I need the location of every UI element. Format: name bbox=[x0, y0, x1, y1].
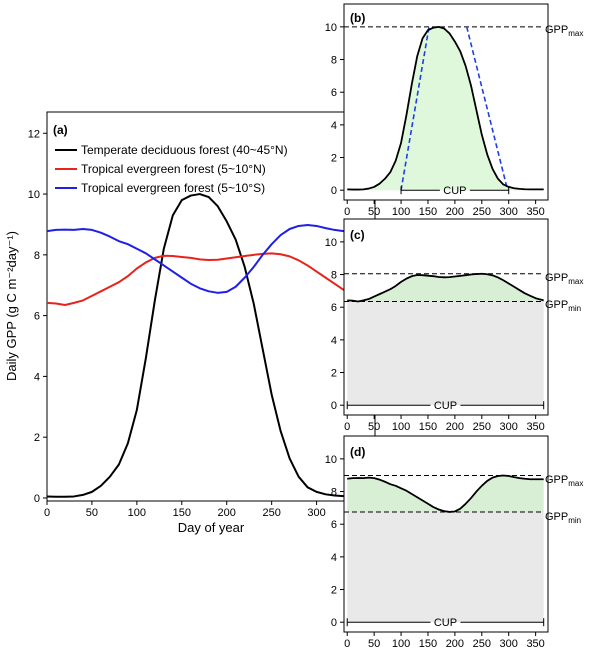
panel-d-green-area bbox=[347, 475, 544, 512]
panel-d-ytick-label: 0 bbox=[331, 617, 337, 629]
panel-a-xtick-label: 0 bbox=[44, 507, 50, 519]
panel-a-xtick-label: 150 bbox=[173, 507, 191, 519]
panel-b-ytick-label: 0 bbox=[331, 185, 337, 197]
panel-d-base-area bbox=[347, 511, 544, 623]
panel-a-ytick-label: 10 bbox=[28, 189, 40, 201]
panel-b-ytick-label: 6 bbox=[331, 87, 337, 99]
panel-c-base-area bbox=[347, 301, 544, 406]
panel-b-ytick-label: 2 bbox=[331, 153, 337, 165]
panel-a-xtick-label: 300 bbox=[307, 507, 325, 519]
panel-a-xtick-label: 200 bbox=[218, 507, 236, 519]
panel-d-ytick-label: 4 bbox=[331, 552, 337, 564]
legend-label-2: Tropical evergreen forest (5~10°S) bbox=[81, 181, 265, 195]
panel-a-xlabel: Day of year bbox=[178, 520, 245, 535]
panel-c-cup-label: CUP bbox=[434, 400, 457, 412]
panel-a-ylabel: Daily GPP (g C m⁻²day⁻¹) bbox=[4, 231, 19, 381]
panel-c-green-area bbox=[347, 273, 544, 302]
panel-b-tangent-line-0 bbox=[400, 26, 430, 191]
panel-b-cup-label: CUP bbox=[443, 185, 466, 197]
panel-b-tangent-line-1 bbox=[465, 26, 509, 191]
panel-b-green-area bbox=[347, 26, 544, 191]
panel-c-xtick-label: 0 bbox=[344, 421, 350, 433]
panel-c-xtick-label: 50 bbox=[368, 421, 380, 433]
panel-b-gppmax-label: GPPmax bbox=[545, 24, 583, 38]
panel-a-ytick-label: 8 bbox=[34, 250, 40, 262]
panel-d-label: (d) bbox=[350, 445, 365, 459]
panel-c-ytick-label: 2 bbox=[331, 368, 337, 380]
panel-d: CUP (d) 0 50 100 150 200 250 300 350 0 2 4 6 8 10 GP… bbox=[325, 435, 583, 650]
panel-c-label: (c) bbox=[350, 228, 365, 242]
panel-b-xtick-label: 350 bbox=[526, 206, 544, 218]
panel-a-ytick-label: 6 bbox=[34, 311, 40, 323]
panel-b-xtick-label: 250 bbox=[473, 206, 491, 218]
panel-a-xtick-label: 100 bbox=[128, 507, 146, 519]
panel-a-series-line-1 bbox=[46, 252, 376, 306]
panel-b-ytick-label: 8 bbox=[331, 55, 337, 67]
panel-d-xtick-label: 300 bbox=[500, 638, 518, 650]
panel-d-xtick-label: 50 bbox=[368, 638, 380, 650]
panel-d-gppmax-label: GPPmax bbox=[545, 474, 583, 488]
panel-b-xtick-label: 300 bbox=[500, 206, 518, 218]
panel-a-frame bbox=[46, 111, 376, 502]
panel-c-xtick-label: 300 bbox=[500, 421, 518, 433]
legend-label-1: Tropical evergreen forest (5~10°N) bbox=[81, 162, 266, 176]
panel-c-xtick-label: 250 bbox=[473, 421, 491, 433]
panel-c-xtick-label: 350 bbox=[526, 421, 544, 433]
panel-c-xtick-label: 200 bbox=[446, 421, 464, 433]
panel-a-xtick-label: 250 bbox=[262, 507, 280, 519]
panel-d-ytick-label: 8 bbox=[331, 487, 337, 499]
panel-c-ytick-label: 10 bbox=[325, 237, 337, 249]
panel-b-ytick-label: 4 bbox=[331, 120, 337, 132]
panel-d-gpp-curve bbox=[347, 474, 544, 513]
panel-c-ytick-label: 0 bbox=[331, 400, 337, 412]
panel-d-xtick-label: 150 bbox=[419, 638, 437, 650]
panel-b: CUP (b) 0 50 100 150 200 250 300 350 0 2 4 6 8 10 GP… bbox=[325, 3, 583, 218]
panel-b-xtick-label: 100 bbox=[392, 206, 410, 218]
panel-d-ytick-label: 10 bbox=[325, 454, 337, 466]
panel-d-cup-label: CUP bbox=[434, 617, 457, 629]
panel-c-xtick-label: 150 bbox=[419, 421, 437, 433]
panel-a: (a) Day of year Daily GPP (g C m⁻²day⁻¹)… bbox=[4, 111, 376, 535]
panel-d-xtick-label: 200 bbox=[446, 638, 464, 650]
legend-label-0: Temperate deciduous forest (40~45°N) bbox=[81, 143, 288, 157]
panel-c-ytick-label: 8 bbox=[331, 270, 337, 282]
panel-b-xtick-label: 150 bbox=[419, 206, 437, 218]
panel-a-ytick-label: 0 bbox=[34, 493, 40, 505]
panel-c-xtick-label: 100 bbox=[392, 421, 410, 433]
panel-b-xtick-label: 0 bbox=[344, 206, 350, 218]
panel-c-gpp-curve bbox=[347, 272, 544, 303]
panel-a-series-line-0 bbox=[46, 193, 375, 498]
panel-a-ytick-label: 12 bbox=[28, 128, 40, 140]
panel-a-legend: Temperate deciduous forest (40~45°N) Trop… bbox=[55, 143, 288, 195]
panel-d-gppmin-label: GPPmin bbox=[545, 511, 581, 525]
panel-b-xtick-label: 50 bbox=[368, 206, 380, 218]
panel-d-ytick-label: 6 bbox=[331, 519, 337, 531]
panel-c: CUP (c) 0 50 100 150 200 250 300 350 0 2 4 6 8 10 GP… bbox=[325, 218, 583, 433]
panel-a-ytick-label: 2 bbox=[34, 432, 40, 444]
panel-d-xtick-label: 250 bbox=[473, 638, 491, 650]
panel-c-gppmin-label: GPPmin bbox=[545, 299, 581, 313]
panel-d-xtick-label: 0 bbox=[344, 638, 350, 650]
panel-c-gppmax-label: GPPmax bbox=[545, 272, 583, 286]
panel-c-ytick-label: 6 bbox=[331, 302, 337, 314]
panel-c-ytick-label: 4 bbox=[331, 335, 337, 347]
panel-d-xtick-label: 350 bbox=[526, 638, 544, 650]
panel-a-xtick-label: 50 bbox=[86, 507, 98, 519]
panel-b-ytick-label: 10 bbox=[325, 22, 337, 34]
panel-a-ytick-label: 4 bbox=[34, 371, 40, 383]
panel-d-ytick-label: 2 bbox=[331, 585, 337, 597]
panel-b-label: (b) bbox=[350, 11, 365, 25]
panel-a-label: (a) bbox=[53, 123, 68, 137]
panel-a-series-line-2 bbox=[46, 224, 375, 294]
panel-d-xtick-label: 100 bbox=[392, 638, 410, 650]
panel-b-xtick-label: 200 bbox=[446, 206, 464, 218]
